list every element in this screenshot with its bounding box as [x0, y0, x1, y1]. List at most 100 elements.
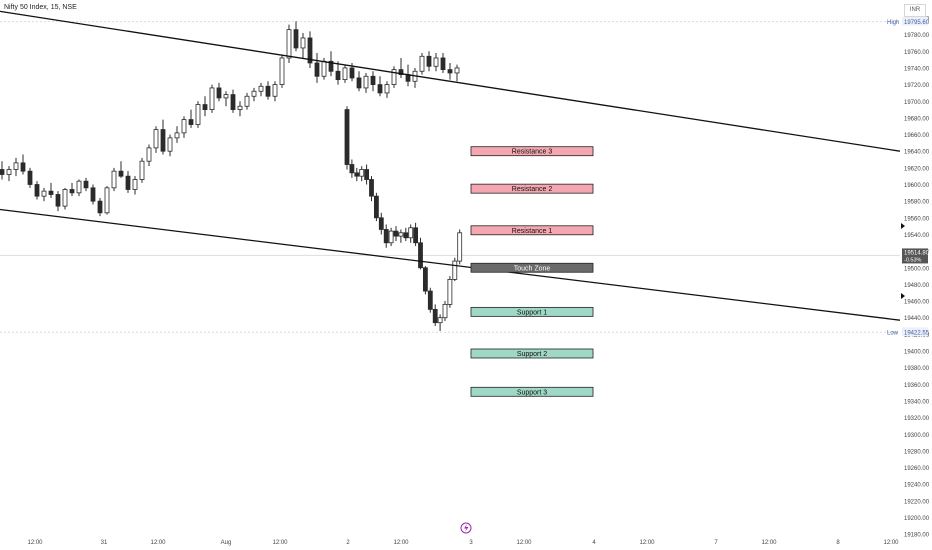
low-value: 19422.55 [904, 331, 930, 337]
zone-support[interactable]: Support 1 [470, 306, 594, 317]
zone-box[interactable] [470, 386, 594, 397]
trendlines-layer[interactable] [0, 10, 901, 321]
axis-marker-icon[interactable] [901, 293, 905, 299]
candle [426, 51, 432, 72]
candle [181, 116, 187, 138]
symbol-title: Nifty 50 Index, 15, NSE [4, 4, 77, 11]
zone-resistance[interactable]: Resistance 3 [470, 146, 594, 157]
price-axis[interactable]: 19800.0019780.0019760.0019740.0019720.00… [887, 0, 932, 550]
time-tick-label: 12:00 [393, 540, 409, 546]
candle-body [457, 232, 463, 262]
candle-body [388, 230, 394, 244]
time-tick-label: 31 [101, 540, 108, 546]
candle-body [314, 62, 320, 77]
price-tick-label: 19300.00 [904, 433, 930, 439]
time-tick-label: 12:00 [883, 540, 899, 546]
time-tick-label: 7 [714, 540, 718, 546]
candle [286, 24, 292, 63]
candle-body [393, 230, 399, 237]
zones-layer[interactable]: Resistance 3 Resistance 2 Resistance 1 Touc… [470, 146, 594, 397]
candle-body [216, 87, 222, 99]
candle [442, 301, 448, 322]
candle [265, 81, 271, 100]
candle-body [447, 69, 453, 74]
high-label: High [887, 20, 899, 26]
candle-body [6, 169, 12, 175]
candle [300, 32, 306, 58]
low-label: Low [887, 331, 899, 337]
price-tick-label: 19780.00 [904, 33, 930, 39]
candle-body [447, 279, 453, 305]
candle [433, 52, 439, 72]
zone-box[interactable] [470, 225, 594, 236]
lightning-icon-bolt [464, 524, 469, 532]
last-price-tag [902, 248, 928, 264]
candle [258, 82, 264, 97]
candle-body [293, 29, 299, 49]
candle-body [146, 147, 152, 162]
price-tick-label: 19380.00 [904, 366, 930, 372]
zone-support[interactable]: Support 2 [470, 348, 594, 359]
candle-body [188, 119, 194, 125]
price-tick-label: 19220.00 [904, 499, 930, 505]
candle-body [167, 137, 173, 152]
candle [344, 106, 350, 170]
candle [69, 182, 75, 197]
candle-body [363, 75, 369, 89]
zone-box[interactable] [470, 262, 594, 273]
candle-body [442, 303, 448, 319]
candle-body [384, 84, 390, 94]
candle-body [378, 217, 384, 230]
zone-touch[interactable]: Touch Zone [470, 262, 594, 273]
zone-support[interactable]: Support 3 [470, 386, 594, 397]
price-tick-label: 19480.00 [904, 283, 930, 289]
high-value: 19795.60 [904, 20, 930, 26]
candle-body [279, 57, 285, 85]
zone-box[interactable] [470, 183, 594, 194]
candle-body [437, 317, 443, 324]
currency-badge[interactable]: INR [904, 4, 926, 17]
candle-body [419, 55, 425, 72]
trendline-upper[interactable] [0, 10, 901, 152]
candle [432, 304, 438, 327]
zone-box[interactable] [470, 146, 594, 157]
zone-label: Resistance 1 [512, 228, 553, 235]
time-axis[interactable]: 12:00 31 12:00 Aug 12:00 2 12:00 3 12:00 4 12:00 7 1… [27, 522, 899, 546]
price-tick-label: 19260.00 [904, 466, 930, 472]
candle [342, 64, 348, 83]
candle-body [359, 169, 365, 177]
candle [209, 84, 215, 113]
price-tick-label: 19180.00 [904, 533, 930, 539]
candle-body [370, 75, 376, 86]
candle [412, 67, 418, 88]
zone-box[interactable] [470, 348, 594, 359]
candle [373, 192, 379, 222]
trendline-lower[interactable] [0, 208, 901, 321]
zone-box[interactable] [470, 306, 594, 317]
zone-resistance[interactable]: Resistance 1 [470, 225, 594, 236]
candle [398, 229, 404, 243]
candle-body [160, 129, 166, 152]
candle-body [258, 85, 264, 92]
candle [307, 31, 313, 68]
candle [422, 266, 428, 295]
zone-resistance[interactable]: Resistance 2 [470, 183, 594, 194]
price-tick-label: 19500.00 [904, 266, 930, 272]
candle [202, 96, 208, 117]
candle-body [364, 169, 370, 180]
candle [251, 87, 257, 102]
candle-body [413, 227, 419, 244]
lightning-icon[interactable] [460, 522, 472, 534]
candle-body [244, 95, 250, 107]
high-value-bg [902, 16, 928, 26]
zone-label: Support 3 [517, 389, 547, 396]
time-tick-label: 3 [469, 540, 473, 546]
candle-body [251, 90, 257, 97]
candle-body [286, 29, 292, 59]
candle [384, 81, 390, 98]
candle [27, 167, 33, 188]
axis-marker-icon[interactable] [901, 223, 905, 229]
candle [364, 164, 370, 185]
candle-body [118, 170, 124, 177]
